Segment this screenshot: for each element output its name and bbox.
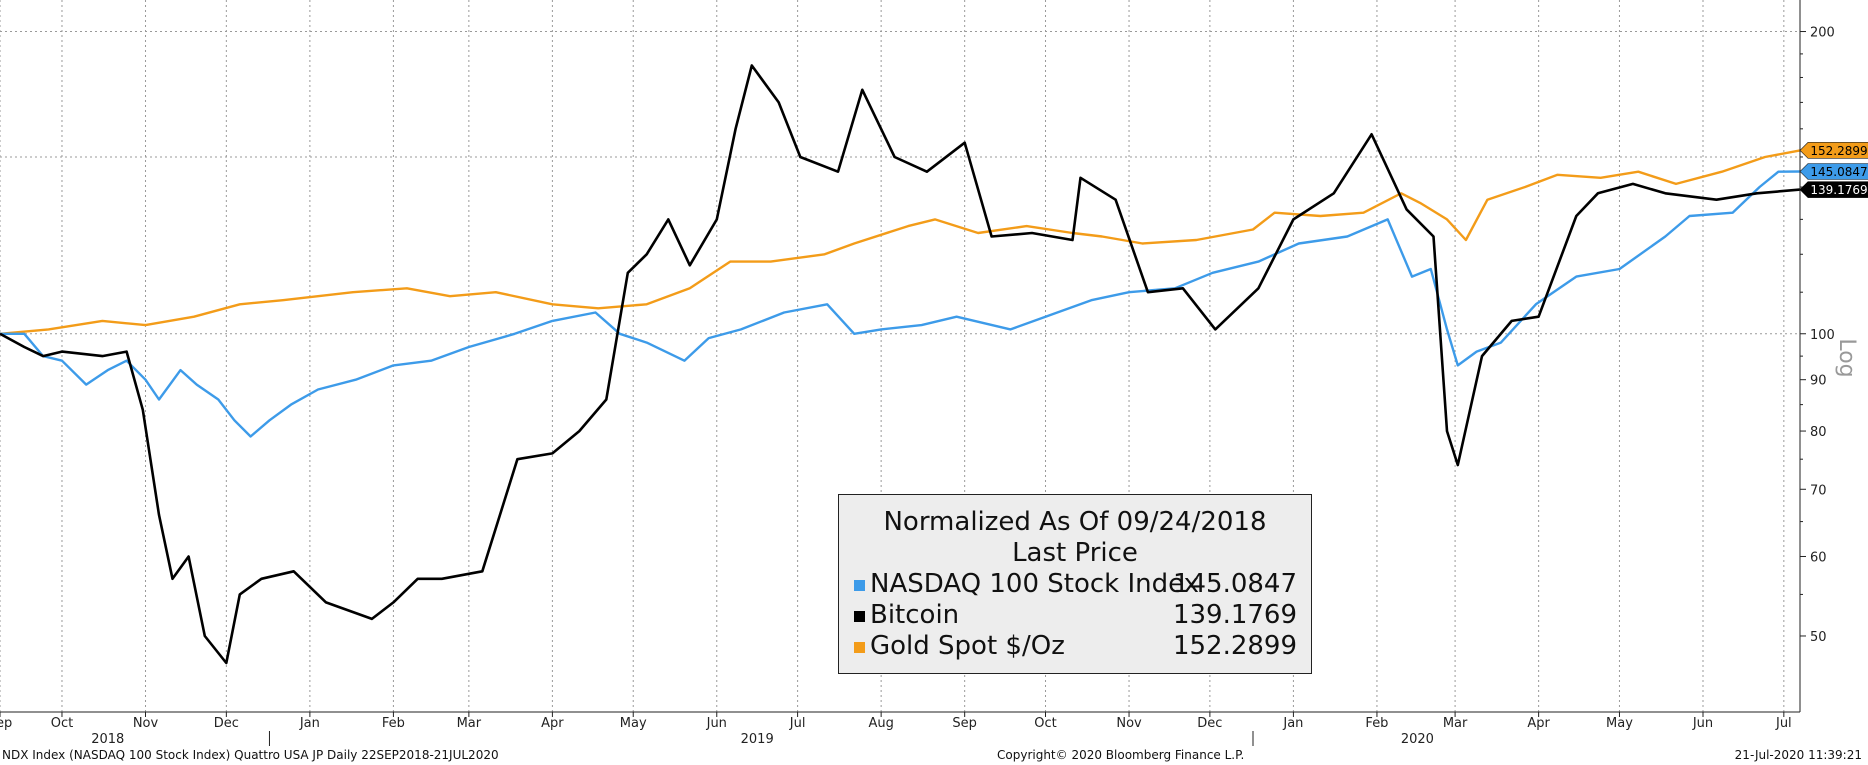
- x-tick-label: Jun: [706, 716, 727, 731]
- y-tick-label: 200: [1810, 26, 1835, 41]
- x-tick-label: May: [620, 716, 647, 731]
- x-tick-label: Sep: [952, 716, 977, 731]
- x-tick-label: Dec: [1197, 716, 1222, 731]
- tag-shape: [1799, 181, 1868, 198]
- x-tick-label: Jul: [789, 716, 806, 731]
- x-tick-label: Oct: [51, 716, 73, 731]
- x-tick-label: Oct: [1034, 716, 1056, 731]
- x-year-label: 2020: [1401, 732, 1434, 747]
- tag-value: 139.1769: [1810, 183, 1867, 197]
- tag-shape: [1799, 163, 1868, 180]
- series-layer: [0, 64, 1801, 665]
- legend-box: Normalized As Of 09/24/2018 Last Price N…: [838, 494, 1312, 674]
- legend-label: NASDAQ 100 Stock Index: [870, 569, 1200, 599]
- series-line-nasdaq: [0, 170, 1801, 438]
- last-value-tag-gold: 152.2899: [1799, 142, 1868, 159]
- legend-item-bitcoin: Bitcoin 139.1769: [839, 600, 1311, 631]
- x-tick-label: May: [1606, 716, 1633, 731]
- x-tick-label: Nov: [133, 716, 159, 731]
- x-tick-label: Apr: [1527, 716, 1550, 731]
- x-tick-label: Dec: [214, 716, 239, 731]
- x-tick-label: Feb: [382, 716, 405, 731]
- footer-timestamp: 21-Jul-2020 11:39:21: [1734, 748, 1862, 762]
- x-tick-label: Mar: [457, 716, 482, 731]
- legend-swatch-bitcoin: [854, 611, 865, 622]
- x-tick-label: Jan: [299, 716, 320, 731]
- x-tick-label: Sep: [0, 716, 12, 731]
- x-tick-label: Jul: [1775, 716, 1792, 731]
- y-tick-label: 70: [1810, 483, 1827, 498]
- legend-subtitle: Last Price: [1012, 538, 1138, 568]
- y-tick-label: 60: [1810, 550, 1827, 565]
- legend-value: 152.2899: [1172, 631, 1297, 661]
- x-tick-label: Jun: [1692, 716, 1713, 731]
- x-tick-label: Jan: [1282, 716, 1303, 731]
- x-tick-label: Mar: [1443, 716, 1468, 731]
- x-tick-label: Aug: [868, 716, 893, 731]
- tag-value: 145.0847: [1810, 165, 1867, 179]
- y-tick-label: 90: [1810, 374, 1827, 389]
- tag-shape: [1799, 142, 1868, 159]
- last-value-tags: 145.0847 139.1769 152.2899: [1799, 142, 1868, 198]
- last-value-tag-bitcoin: 139.1769: [1799, 181, 1868, 198]
- legend-label: Gold Spot $/Oz: [870, 631, 1065, 661]
- y-tick-label: 80: [1810, 425, 1827, 440]
- y-axis-label: Log: [1834, 338, 1859, 377]
- series-line-bitcoin: [0, 64, 1801, 665]
- legend-swatch-nasdaq: [854, 580, 865, 591]
- footer-source: NDX Index (NASDAQ 100 Stock Index) Quatt…: [2, 748, 499, 762]
- footer-copyright: Copyright© 2020 Bloomberg Finance L.P.: [997, 748, 1245, 762]
- x-tick-label: Feb: [1365, 716, 1388, 731]
- x-year-label: 2019: [741, 732, 774, 747]
- series-line-gold: [0, 149, 1801, 335]
- legend-title: Normalized As Of 09/24/2018: [883, 507, 1267, 537]
- legend-value: 145.0847: [1172, 569, 1297, 599]
- chart-axes: 50 60 70 80 90 100 200 Log Sep Oct Nov Dec Jan Feb Mar…: [0, 0, 1859, 747]
- x-year-label: 2018: [91, 732, 124, 747]
- x-tick-label: Apr: [541, 716, 564, 731]
- legend-label: Bitcoin: [870, 600, 960, 630]
- legend-swatch-gold: [854, 642, 865, 653]
- y-tick-label: 50: [1810, 630, 1827, 645]
- tag-value: 152.2899: [1810, 144, 1867, 158]
- x-tick-label: Nov: [1116, 716, 1142, 731]
- last-value-tag-nasdaq: 145.0847: [1799, 163, 1868, 180]
- legend-item-nasdaq: NASDAQ 100 Stock Index 145.0847: [839, 569, 1311, 600]
- legend-value: 139.1769: [1172, 600, 1297, 630]
- legend-item-gold: Gold Spot $/Oz 152.2899: [839, 631, 1311, 662]
- chart-grid: [0, 0, 1800, 712]
- y-tick-label: 100: [1810, 328, 1835, 343]
